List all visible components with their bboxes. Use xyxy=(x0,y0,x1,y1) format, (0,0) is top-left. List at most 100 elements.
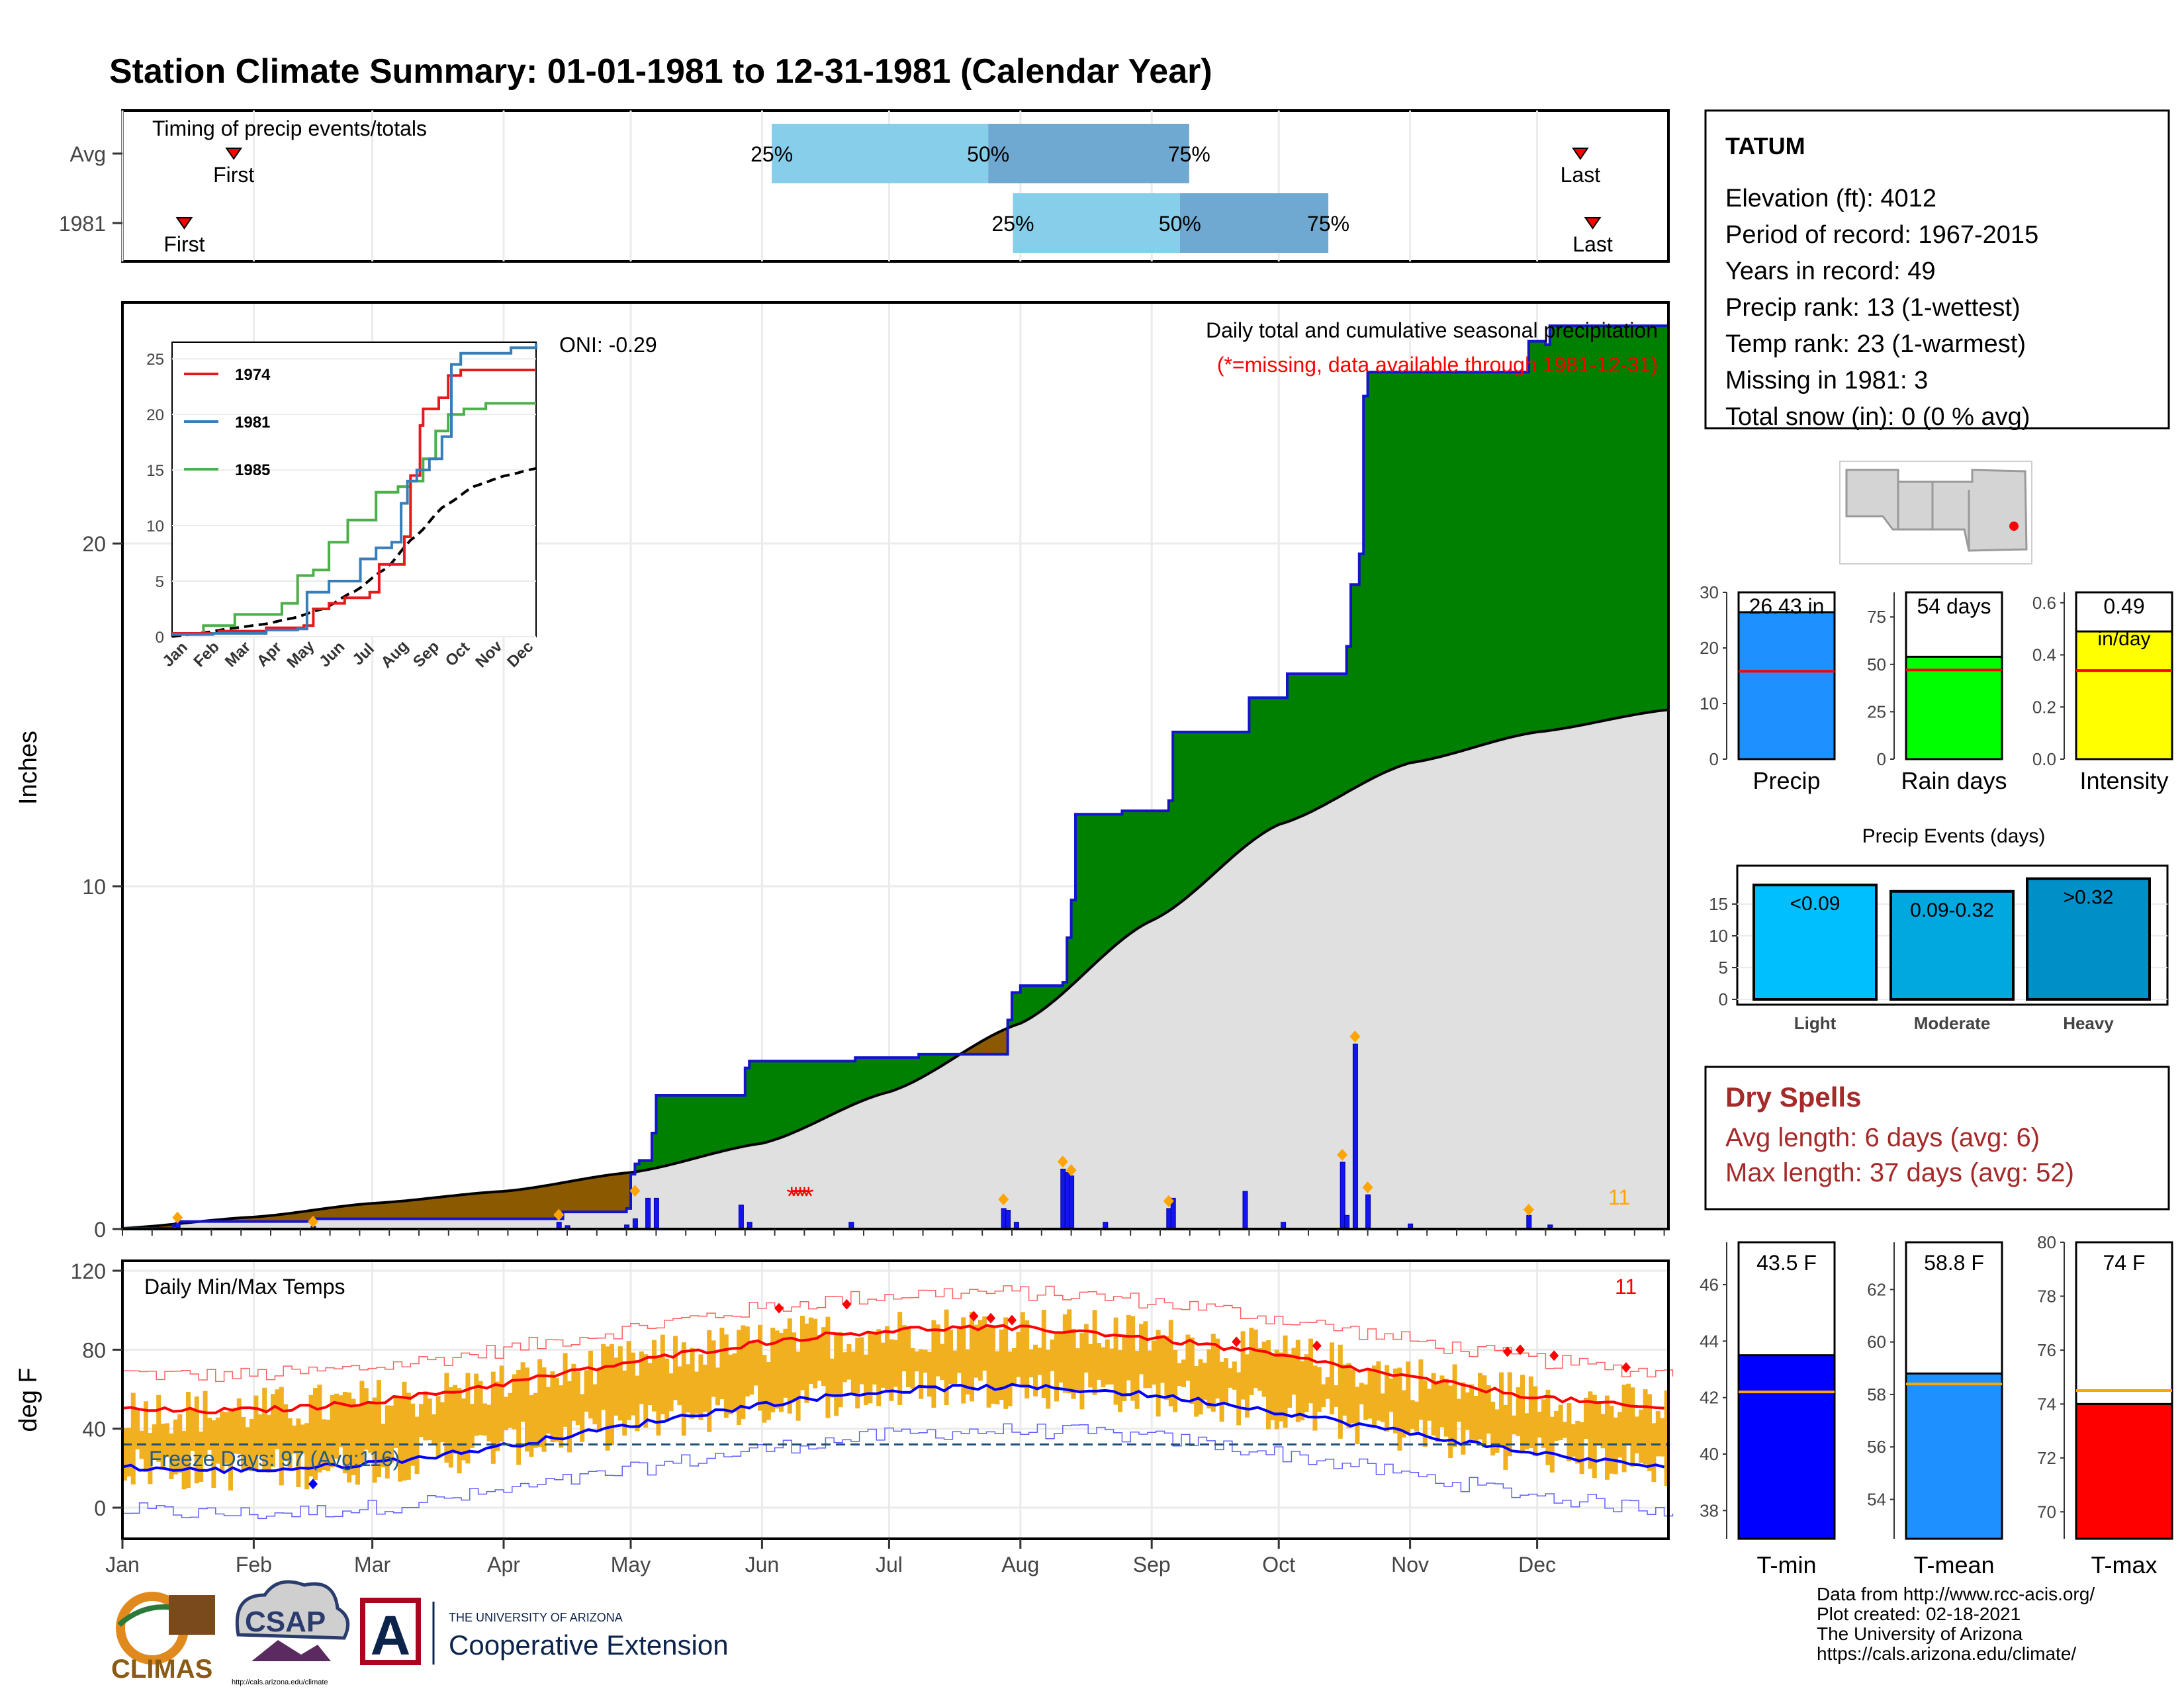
daily-temp-bar xyxy=(520,1362,525,1422)
month-label: Aug xyxy=(1001,1553,1039,1577)
daily-temp-bar xyxy=(605,1346,610,1451)
daily-temp-bar xyxy=(359,1381,365,1464)
daily-temp-bar xyxy=(991,1326,995,1404)
daily-temp-bar xyxy=(559,1385,564,1448)
daily-temp-bar xyxy=(313,1388,318,1480)
month-label: Feb xyxy=(236,1553,272,1577)
wet-surplus-area xyxy=(1244,731,1250,848)
wet-surplus-area xyxy=(1185,731,1191,899)
daily-temp-bar xyxy=(1270,1354,1275,1420)
precip-ytick-label: 20 xyxy=(82,532,106,556)
wet-surplus-area xyxy=(803,1060,809,1128)
wet-surplus-area xyxy=(1206,731,1212,882)
wet-surplus-area xyxy=(1151,810,1157,921)
daily-temp-bar xyxy=(1249,1328,1254,1395)
wet-surplus-area xyxy=(1096,813,1101,963)
daily-temp-bar xyxy=(406,1393,411,1480)
wet-surplus-area xyxy=(1087,813,1093,971)
inset-ytick-label: 15 xyxy=(146,462,164,480)
daily-temp-bar xyxy=(1257,1348,1263,1391)
daily-temp-bar xyxy=(1228,1368,1233,1388)
daily-temp-bar xyxy=(817,1334,822,1381)
daily-temp-bar xyxy=(1291,1348,1297,1395)
daily-temp-bar xyxy=(1295,1340,1300,1422)
daily-temp-bar xyxy=(614,1357,619,1416)
inset-frame xyxy=(171,342,537,637)
daily-temp-bar xyxy=(1537,1412,1542,1438)
wet-surplus-area xyxy=(715,1095,720,1154)
wet-surplus-area xyxy=(1579,325,1584,726)
daily-temp-bar xyxy=(1020,1312,1025,1388)
daily-temp-bar xyxy=(999,1329,1004,1400)
wet-surplus-area xyxy=(1083,813,1089,975)
page-title: Station Climate Summary: 01-01-1981 to 1… xyxy=(109,52,1212,91)
temp-bar-ytick-label: 72 xyxy=(2037,1448,2056,1468)
event-bar xyxy=(1889,890,2015,1001)
daily-temp-bar xyxy=(1469,1384,1475,1440)
daily-temp-bar xyxy=(690,1348,695,1419)
daily-temp-bar xyxy=(156,1394,161,1462)
daily-temp-bar xyxy=(368,1404,373,1453)
wet-surplus-area xyxy=(1384,371,1390,773)
daily-temp-bar xyxy=(1457,1398,1461,1422)
wet-surplus-area xyxy=(817,1060,822,1122)
daily-temp-bar xyxy=(1660,1418,1665,1457)
wet-surplus-area xyxy=(1520,371,1525,736)
daily-temp-bar xyxy=(1130,1316,1136,1401)
station-info-line: Elevation (ft): 4012 xyxy=(1725,185,1936,212)
daily-temp-bar xyxy=(1651,1423,1657,1483)
daily-temp-bar xyxy=(889,1339,894,1401)
daily-precip-bar xyxy=(1344,1214,1350,1230)
daily-temp-bar xyxy=(737,1330,741,1426)
wet-surplus-area xyxy=(842,1060,847,1111)
wet-surplus-area xyxy=(1439,371,1445,758)
daily-temp-bar xyxy=(970,1312,974,1402)
daily-temp-bar xyxy=(732,1353,737,1412)
wet-surplus-area xyxy=(1498,371,1504,741)
dry-deficit-area xyxy=(346,1205,352,1219)
dry-deficit-area xyxy=(359,1203,365,1219)
wet-surplus-area xyxy=(1202,731,1207,885)
summary-ytick-label: 0.2 xyxy=(2032,697,2056,717)
daily-temp-bar xyxy=(1088,1344,1093,1388)
dry-deficit-area xyxy=(351,1204,356,1219)
wet-surplus-area xyxy=(1570,325,1576,728)
daily-temp-bar xyxy=(1304,1354,1309,1412)
daily-temp-bar xyxy=(617,1346,623,1421)
wet-surplus-area xyxy=(1253,697,1258,841)
wet-surplus-area xyxy=(1401,371,1406,766)
wet-surplus-area xyxy=(702,1095,707,1157)
month-label: Jan xyxy=(105,1553,140,1577)
wet-surplus-area xyxy=(664,1095,670,1167)
daily-temp-bar xyxy=(165,1423,169,1457)
dry-deficit-area xyxy=(427,1197,432,1219)
daily-temp-bar xyxy=(1563,1422,1567,1438)
precip-caption: Daily total and cumulative seasonal prec… xyxy=(1206,318,1658,342)
station-info-line: Period of record: 1967-2015 xyxy=(1725,221,2038,249)
dry-deficit-area xyxy=(372,1203,377,1219)
daily-temp-bar xyxy=(410,1403,416,1466)
wet-surplus-area xyxy=(884,1057,889,1094)
daily-precip-bar xyxy=(1526,1214,1532,1230)
daily-temp-bar xyxy=(499,1365,504,1442)
inset-normal-line xyxy=(171,467,537,638)
daily-temp-bar xyxy=(787,1318,792,1414)
wet-surplus-area xyxy=(1604,325,1610,721)
daily-temp-bar xyxy=(317,1385,322,1473)
daily-temp-bar xyxy=(838,1332,843,1408)
daily-temp-bar xyxy=(1177,1363,1182,1387)
daily-temp-bar xyxy=(1316,1367,1322,1412)
dry-deficit-area xyxy=(410,1199,416,1219)
daily-temp-bar xyxy=(1596,1401,1602,1445)
daily-temp-bar xyxy=(465,1373,471,1464)
daily-temp-bar xyxy=(745,1326,750,1397)
daily-precip-bar xyxy=(632,1218,638,1230)
wet-surplus-area xyxy=(1516,371,1521,737)
wet-surplus-area xyxy=(1198,731,1203,889)
daily-temp-bar xyxy=(944,1309,949,1405)
wet-surplus-area xyxy=(660,1095,665,1167)
event-bar-value: >0.32 xyxy=(2064,887,2114,909)
wet-surplus-area xyxy=(812,1060,818,1124)
daily-temp-bar xyxy=(571,1363,576,1421)
wet-surplus-area xyxy=(1329,673,1334,803)
